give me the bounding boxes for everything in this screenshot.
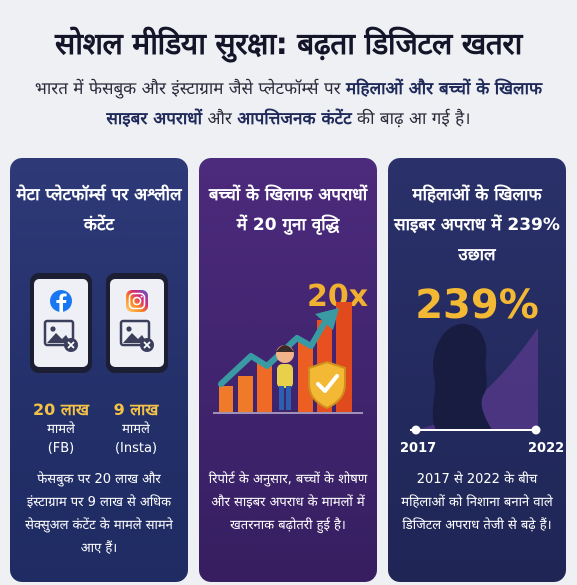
subtitle-bold-2: खिलाफ साइबर अपराधों <box>106 79 543 129</box>
area-trend <box>408 328 538 430</box>
stat-insta-number: 9 लाख <box>113 400 159 419</box>
card-title: बच्चों के खिलाफ अपराधों में 20 गुना वृद्… <box>208 185 368 235</box>
card-child-crime: बच्चों के खिलाफ अपराधों में 20 गुना वृद्… <box>199 158 377 582</box>
year-end: 2022 <box>528 441 565 456</box>
page-subtitle: भारत में फेसबुक और इंस्टाग्राम जैसे प्ले… <box>18 74 559 134</box>
subtitle-text-4: की बाढ़ आ गई है। <box>351 109 471 129</box>
card-footer: 2017 से 2022 के बीच महिलाओं को निशाना बन… <box>401 472 553 533</box>
card-footer: फेसबुक पर 20 लाख और इंस्टाग्राम पर 9 लाख… <box>25 472 173 556</box>
image-icon <box>119 319 151 347</box>
card-title: महिलाओं के खिलाफ साइबर अपराध में 239% उछ… <box>394 185 560 265</box>
stat-fb-number: 20 लाख <box>33 400 89 419</box>
card-title: मेटा प्लेटफॉर्म्स पर अश्लील कंटेंट <box>16 185 182 235</box>
page-title: सोशल मीडिया सुरक्षा: बढ़ता डिजिटल खतरा <box>55 27 522 62</box>
growth-illustration <box>213 302 363 414</box>
instagram-phone <box>106 273 168 373</box>
stat-insta-label-1: मामले <box>122 422 150 437</box>
stat-insta-label: मामले (Insta) <box>96 420 176 458</box>
image-icon <box>43 319 75 347</box>
stat-fb-label: मामले (FB) <box>21 420 101 458</box>
close-icon <box>140 338 154 352</box>
subtitle-bold-3: आपत्तिजनक कंटेंट <box>237 109 352 129</box>
facebook-icon <box>50 290 72 312</box>
growth-percentage: 239% <box>415 282 539 328</box>
stat-insta-label-2: (Insta) <box>114 441 158 456</box>
card-meta-content: मेटा प्लेटफॉर्म्स पर अश्लील कंटेंट <box>10 158 188 582</box>
subtitle-bold-1: महिलाओं और बच्चों के <box>345 79 490 99</box>
year-start: 2017 <box>400 441 437 456</box>
instagram-icon <box>126 290 148 312</box>
subtitle-text-3: और <box>202 109 238 129</box>
stat-fb-label-2: (FB) <box>47 441 75 456</box>
subtitle-text-1: भारत में फेसबुक और इंस्टाग्राम जैसे प्ले… <box>34 79 346 99</box>
stat-fb-label-1: मामले <box>47 422 75 437</box>
card-women-crime: महिलाओं के खिलाफ साइबर अपराध में 239% उछ… <box>388 158 566 582</box>
woman-silhouette <box>432 323 492 430</box>
child-figure <box>276 345 294 410</box>
card-footer: रिपोर्ट के अनुसार, बच्चों के शोषण और साइ… <box>208 472 368 533</box>
shield-check-icon <box>308 360 346 410</box>
timeline-axis <box>410 425 541 435</box>
facebook-phone <box>30 273 92 373</box>
trend-illustration <box>408 323 541 435</box>
close-icon <box>64 338 78 352</box>
